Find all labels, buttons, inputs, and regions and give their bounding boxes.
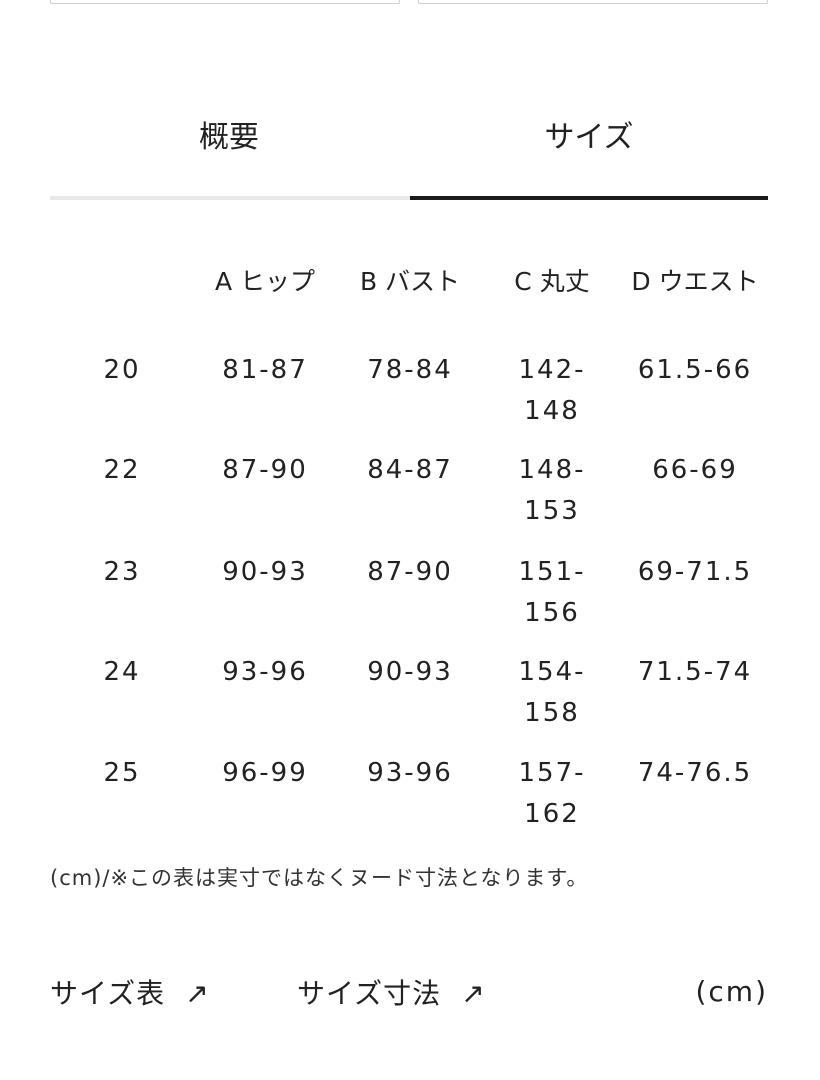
- tab-size[interactable]: サイズ: [544, 120, 634, 155]
- column-header: C 丸丈: [514, 267, 590, 296]
- column-header: D ウエスト: [631, 267, 759, 296]
- size-value: 90-93: [222, 557, 308, 587]
- size-label: 23: [103, 557, 141, 587]
- size-label: 20: [103, 355, 141, 385]
- size-value: 148- 153: [518, 455, 586, 526]
- size-value: 78-84: [367, 355, 453, 385]
- arrow-up-right-icon: ↗: [185, 977, 210, 1010]
- size-value: 66-69: [652, 455, 738, 485]
- top-field-left[interactable]: [50, 0, 400, 4]
- unit-label: (cm): [695, 975, 768, 1008]
- size-value: 93-96: [222, 657, 308, 687]
- size-value: 157- 162: [518, 758, 586, 829]
- size-chart-link-label: サイズ表: [50, 977, 166, 1010]
- size-label: 24: [103, 657, 141, 687]
- size-value: 69-71.5: [637, 557, 753, 587]
- size-chart-link[interactable]: サイズ表 ↗: [50, 972, 210, 1012]
- top-field-right[interactable]: [418, 0, 768, 4]
- tab-overview[interactable]: 概要: [199, 120, 259, 155]
- size-note: (cm)/※この表は実寸ではなくヌード寸法となります。: [50, 866, 589, 890]
- size-value: 151- 156: [518, 557, 586, 628]
- size-measurement-link[interactable]: サイズ寸法 ↗: [297, 972, 486, 1012]
- size-measurement-link-label: サイズ寸法: [297, 977, 442, 1010]
- size-value: 71.5-74: [637, 657, 753, 687]
- column-header: B バスト: [359, 267, 461, 296]
- size-value: 154- 158: [518, 657, 586, 728]
- size-value: 74-76.5: [637, 758, 753, 788]
- size-label: 25: [103, 758, 141, 788]
- size-value: 90-93: [367, 657, 453, 687]
- tab-overview-underline: [50, 196, 410, 200]
- size-value: 142- 148: [518, 355, 586, 426]
- size-value: 87-90: [222, 455, 308, 485]
- size-value: 96-99: [222, 758, 308, 788]
- size-value: 84-87: [367, 455, 453, 485]
- size-value: 87-90: [367, 557, 453, 587]
- size-label: 22: [103, 455, 141, 485]
- size-value: 61.5-66: [637, 355, 753, 385]
- tab-size-underline-active: [410, 196, 768, 200]
- size-value: 93-96: [367, 758, 453, 788]
- arrow-up-right-icon: ↗: [461, 977, 486, 1010]
- column-header: A ヒップ: [214, 267, 316, 296]
- size-value: 81-87: [222, 355, 308, 385]
